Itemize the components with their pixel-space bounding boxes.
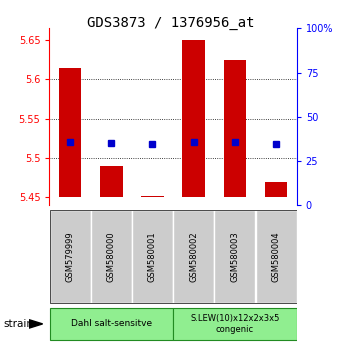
Bar (173, 308, 297, 340)
Bar (265, 182, 287, 198)
Polygon shape (29, 320, 43, 328)
Text: GSM580002: GSM580002 (189, 231, 198, 282)
Bar (141, 196, 164, 198)
Text: GSM580004: GSM580004 (271, 231, 281, 282)
Text: GSM580001: GSM580001 (148, 231, 157, 282)
Bar (91, 210, 132, 303)
Bar (49, 308, 173, 340)
Text: GDS3873 / 1376956_at: GDS3873 / 1376956_at (87, 16, 254, 30)
Bar (132, 210, 173, 303)
Text: Dahl salt-sensitve: Dahl salt-sensitve (71, 319, 152, 329)
Text: GSM580000: GSM580000 (107, 231, 116, 282)
Bar (224, 60, 246, 198)
Bar (100, 166, 122, 198)
Bar (255, 210, 297, 303)
Bar (182, 40, 205, 198)
Text: GSM580003: GSM580003 (231, 231, 239, 282)
Bar (214, 210, 255, 303)
Text: S.LEW(10)x12x2x3x5
congenic: S.LEW(10)x12x2x3x5 congenic (190, 314, 280, 333)
Bar (49, 210, 91, 303)
Bar (59, 68, 81, 198)
Text: strain: strain (3, 319, 33, 329)
Text: GSM579999: GSM579999 (65, 231, 75, 282)
Bar (173, 210, 214, 303)
